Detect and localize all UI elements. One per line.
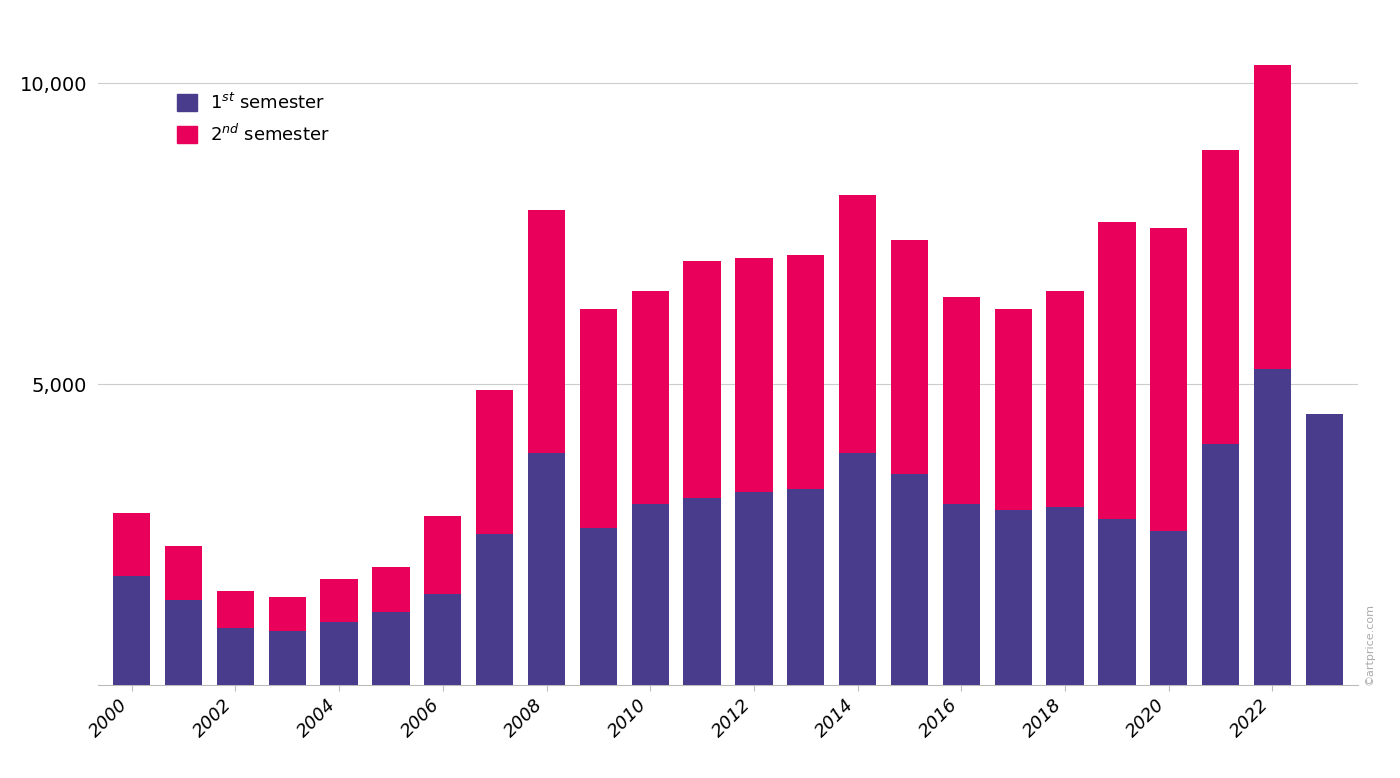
Bar (787, 255, 825, 489)
Bar (217, 591, 253, 628)
Text: ©artprice.com: ©artprice.com (1364, 603, 1375, 685)
Legend: 1$^{st}$ semester, 2$^{nd}$ semester: 1$^{st}$ semester, 2$^{nd}$ semester (169, 86, 337, 152)
Bar (424, 517, 462, 594)
Bar (580, 528, 617, 685)
Bar (839, 194, 876, 453)
Bar (839, 453, 876, 685)
Bar (372, 612, 410, 685)
Bar (476, 534, 514, 685)
Bar (942, 297, 980, 504)
Bar (1046, 507, 1084, 685)
Bar (631, 504, 669, 685)
Bar (683, 498, 721, 685)
Bar (1149, 228, 1187, 531)
Bar (890, 475, 928, 685)
Bar (1254, 369, 1291, 685)
Bar (113, 576, 150, 685)
Bar (942, 504, 980, 685)
Bar (1149, 531, 1187, 685)
Bar (735, 258, 773, 492)
Bar (476, 390, 514, 534)
Bar (321, 580, 358, 622)
Bar (372, 567, 410, 612)
Bar (165, 546, 202, 601)
Bar (1306, 414, 1343, 685)
Bar (890, 240, 928, 475)
Bar (165, 601, 202, 685)
Bar (787, 489, 825, 685)
Bar (683, 261, 721, 498)
Bar (631, 291, 669, 504)
Bar (580, 309, 617, 528)
Bar (269, 630, 307, 685)
Bar (1098, 520, 1135, 685)
Bar (321, 622, 358, 685)
Bar (424, 594, 462, 685)
Bar (528, 453, 566, 685)
Bar (1098, 222, 1135, 520)
Bar (1046, 291, 1084, 507)
Bar (994, 309, 1032, 510)
Bar (1203, 149, 1239, 444)
Bar (994, 510, 1032, 685)
Bar (735, 492, 773, 685)
Bar (528, 210, 566, 453)
Bar (113, 513, 150, 576)
Bar (217, 628, 253, 685)
Bar (1254, 65, 1291, 369)
Bar (1203, 444, 1239, 685)
Bar (269, 598, 307, 630)
